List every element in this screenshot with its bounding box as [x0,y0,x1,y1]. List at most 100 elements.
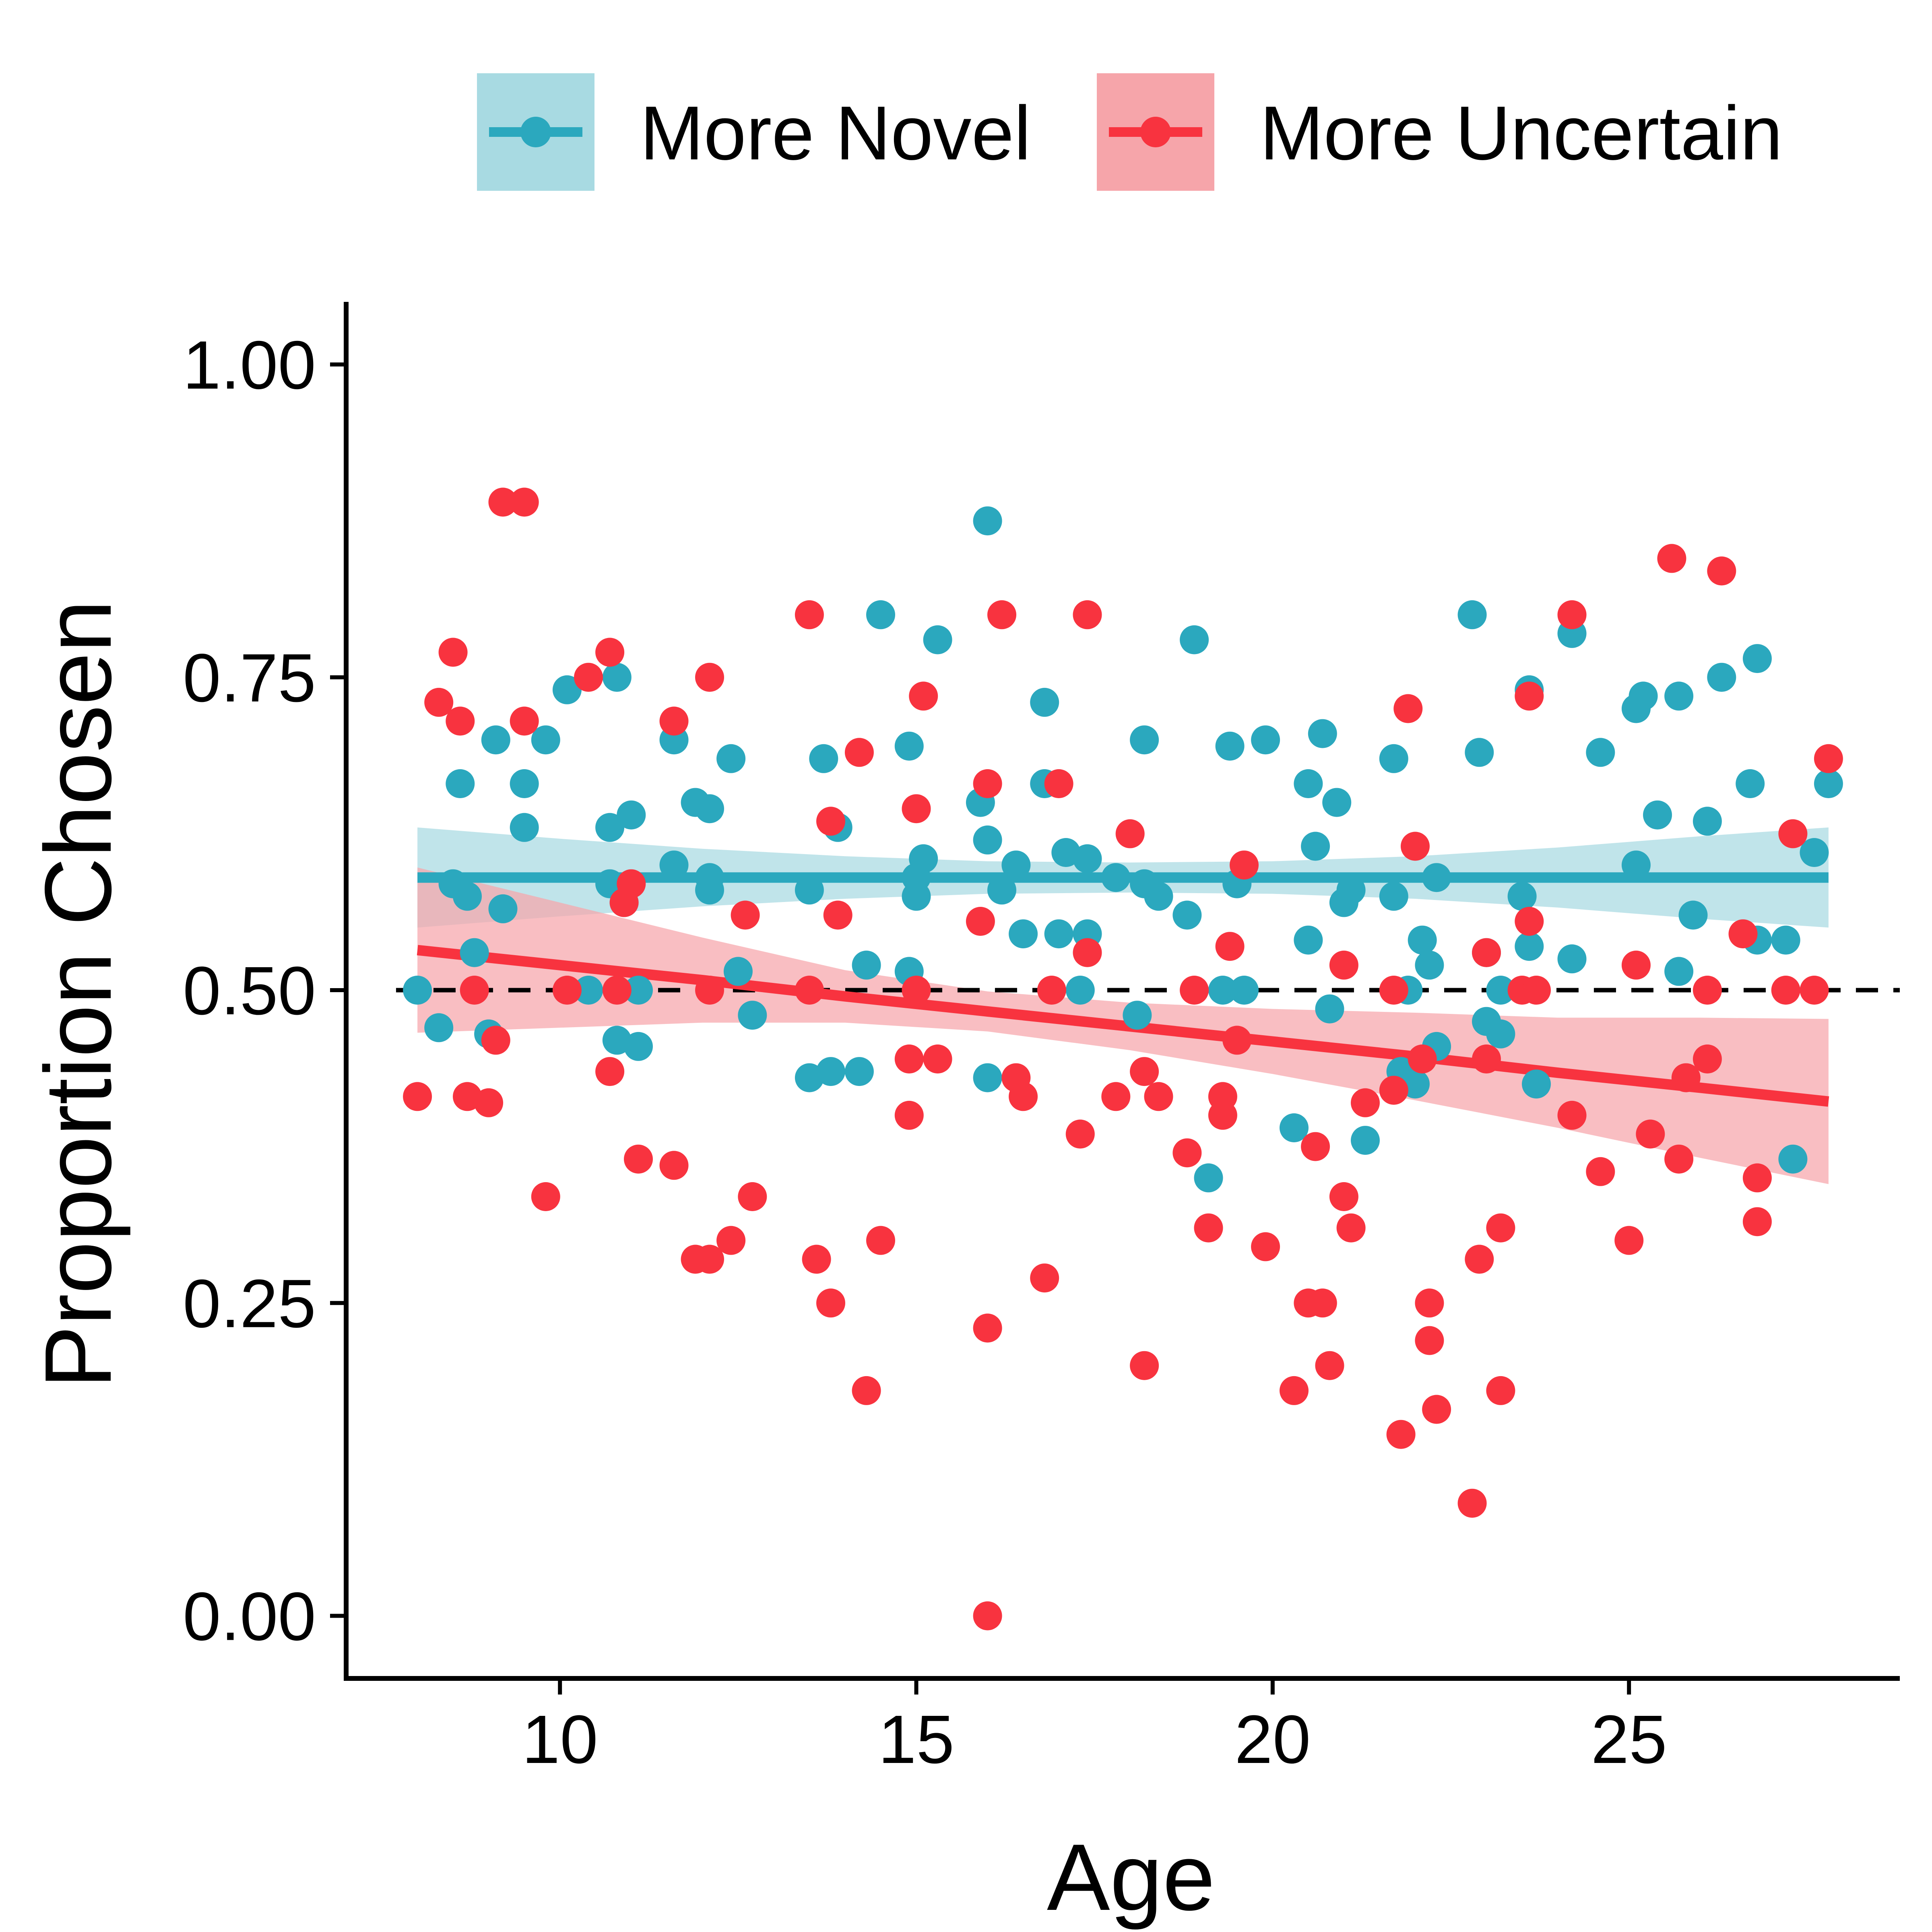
more-uncertain-point [1728,919,1758,949]
more-novel-point [1778,1144,1808,1174]
plot-area [396,487,1900,1631]
more-uncertain-point [1401,832,1430,861]
more-uncertain-point [816,807,845,836]
more-uncertain-point [1308,1288,1337,1318]
more-novel-point [552,675,582,704]
y-tick-label: 0.25 [183,1265,316,1342]
more-novel-point [902,881,931,911]
y-tick-label: 0.50 [183,953,316,1029]
more-uncertain-point [1315,1351,1344,1380]
more-uncertain-point [1472,938,1501,967]
more-uncertain-point [1522,976,1551,1005]
x-tick-label: 15 [878,1701,954,1778]
more-uncertain-point [403,1082,432,1111]
x-tick-label: 20 [1234,1701,1311,1778]
more-novel-point [1379,881,1408,911]
y-axis-title: Proportion Chosen [25,600,131,1389]
more-uncertain-point [1379,1075,1408,1105]
more-uncertain-point [1194,1213,1223,1243]
more-novel-point [1664,681,1694,711]
more-novel-point [1621,850,1651,880]
more-novel-point [987,875,1016,905]
more-uncertain-point [1664,1144,1694,1174]
more-novel-point [1208,976,1237,1005]
legend-label: More Novel [640,91,1031,176]
more-novel-point [866,600,895,630]
more-novel-point [923,625,952,654]
more-novel-point [816,1057,845,1086]
more-novel-point [602,663,632,692]
more-uncertain-point [1515,907,1544,936]
more-uncertain-point [1457,1488,1487,1518]
more-uncertain-point [1621,950,1651,980]
more-novel-point [659,850,689,880]
more-novel-point [1130,725,1159,755]
more-novel-point [510,769,539,798]
more-uncertain-point [909,681,938,711]
more-novel-point [1736,769,1765,798]
more-uncertain-point [1415,1326,1444,1355]
more-uncertain-point [446,706,475,736]
more-novel-point [1586,738,1615,767]
more-uncertain-point [1379,976,1408,1005]
more-novel-point [1643,800,1672,830]
more-uncertain-point [1742,1163,1772,1193]
more-novel-point [723,957,753,986]
more-uncertain-point [1329,950,1358,980]
more-uncertain-point [659,1151,689,1180]
more-novel-point [1315,994,1344,1024]
more-uncertain-point [1230,850,1259,880]
more-novel-point [1144,881,1173,911]
more-novel-point [574,976,603,1005]
more-uncertain-point [1557,600,1587,630]
more-novel-point [1379,744,1408,773]
more-novel-point [1308,719,1337,748]
more-uncertain-point [795,600,824,630]
more-uncertain-point [1009,1082,1038,1111]
more-uncertain-point [659,706,689,736]
more-novel-point [738,1001,767,1030]
more-uncertain-point [602,976,632,1005]
more-novel-point [453,881,482,911]
more-uncertain-point [1636,1119,1665,1149]
more-uncertain-point [866,1226,895,1255]
more-novel-point [1457,600,1487,630]
legend: More Novel More Uncertain [477,73,1783,191]
more-novel-point [973,825,1002,855]
more-uncertain-point [894,1044,924,1073]
more-novel-point [852,950,881,980]
more-uncertain-point [531,1182,560,1211]
more-uncertain-point [1329,1182,1358,1211]
more-novel-point [481,725,510,755]
more-uncertain-point [488,487,518,517]
more-uncertain-point [624,1144,653,1174]
y-tick-label: 0.75 [183,640,316,716]
more-novel-point [1486,976,1515,1005]
more-uncertain-point [1393,694,1423,723]
more-novel-point [1044,919,1073,949]
more-uncertain-point [1408,1044,1437,1073]
more-uncertain-point [1073,600,1102,630]
more-uncertain-point [1301,1132,1330,1161]
more-uncertain-point [902,976,931,1005]
more-uncertain-point [902,794,931,824]
more-uncertain-point [510,706,539,736]
more-uncertain-point [1693,1044,1722,1073]
more-novel-point [624,976,653,1005]
more-uncertain-point [823,900,852,930]
more-novel-point [1351,1126,1380,1155]
more-novel-point [1101,863,1131,892]
more-novel-point [1742,644,1772,673]
more-uncertain-point [795,976,824,1005]
legend-swatch-point [1140,117,1171,147]
more-novel-point [403,976,432,1005]
more-uncertain-point [1280,1376,1309,1405]
more-uncertain-point [1144,1082,1173,1111]
more-novel-point [695,875,724,905]
more-novel-point [1693,807,1722,836]
more-uncertain-point [617,869,646,898]
legend-swatch-point [520,117,551,147]
more-novel-point [795,875,824,905]
more-uncertain-point [1671,1063,1701,1092]
more-uncertain-point [973,1601,1002,1631]
